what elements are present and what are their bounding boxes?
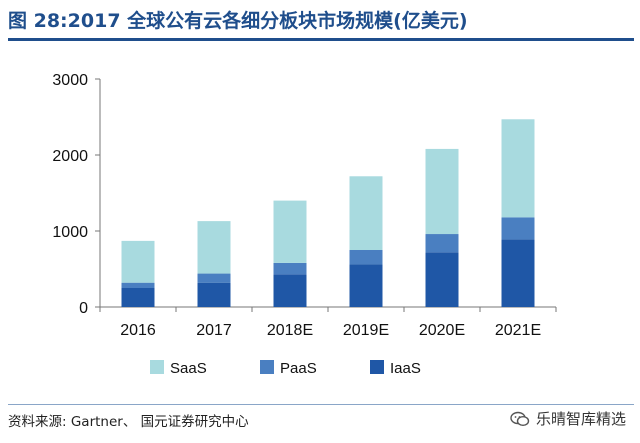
- x-tick-label: 2020E: [419, 322, 465, 339]
- source-note: 资料来源: Gartner、 国元证券研究中心: [8, 414, 249, 430]
- bar-paas-2020E: [425, 234, 459, 253]
- legend-label-paas: PaaS: [280, 360, 317, 377]
- bar-iaas-2021E: [501, 239, 535, 307]
- x-tick-label: 2018E: [267, 322, 313, 339]
- bar-iaas-2018E: [273, 274, 307, 307]
- watermark-text: 乐晴智库精选: [535, 410, 626, 428]
- watermark: 乐晴智库精选: [510, 408, 626, 429]
- chart-legend: SaaS PaaS IaaS: [150, 360, 421, 377]
- y-axis-labels: 0 1000 2000 3000: [52, 72, 88, 317]
- bar-paas-2021E: [501, 217, 535, 240]
- x-tick-label: 2017: [196, 322, 232, 339]
- chart-axes: [95, 78, 557, 312]
- chart-bars: [121, 119, 535, 307]
- bar-saas-2021E: [501, 119, 535, 218]
- bar-saas-2016: [121, 240, 155, 283]
- x-axis-labels: 2016 2017 2018E 2019E 2020E 2021E: [120, 322, 541, 339]
- page-title: 图 28:2017 全球公有云各细分板块市场规模(亿美元): [8, 10, 468, 32]
- title-divider: [8, 38, 634, 41]
- legend-label-saas: SaaS: [170, 360, 207, 377]
- x-tick-label: 2021E: [495, 322, 541, 339]
- legend-swatch-paas: [260, 360, 274, 374]
- y-tick-label: 0: [79, 300, 88, 317]
- bar-saas-2018E: [273, 200, 307, 263]
- legend-swatch-iaas: [370, 360, 384, 374]
- bar-iaas-2016: [121, 288, 155, 307]
- bar-saas-2020E: [425, 148, 459, 235]
- legend-swatch-saas: [150, 360, 164, 374]
- bar-paas-2017: [197, 273, 231, 283]
- y-tick-label: 1000: [52, 224, 88, 241]
- y-tick-label: 2000: [52, 148, 88, 165]
- x-tick-label: 2019E: [343, 322, 389, 339]
- legend-label-iaas: IaaS: [390, 360, 421, 377]
- bar-paas-2018E: [273, 262, 307, 275]
- y-tick-label: 3000: [52, 72, 88, 89]
- bar-saas-2019E: [349, 176, 383, 250]
- source-divider: [8, 404, 634, 405]
- bar-paas-2019E: [349, 250, 383, 265]
- bar-paas-2016: [121, 282, 155, 288]
- bar-saas-2017: [197, 221, 231, 274]
- bar-iaas-2020E: [425, 252, 459, 307]
- bar-iaas-2019E: [349, 264, 383, 307]
- x-tick-label: 2016: [120, 322, 156, 339]
- bar-iaas-2017: [197, 282, 231, 307]
- wechat-icon: [510, 411, 530, 427]
